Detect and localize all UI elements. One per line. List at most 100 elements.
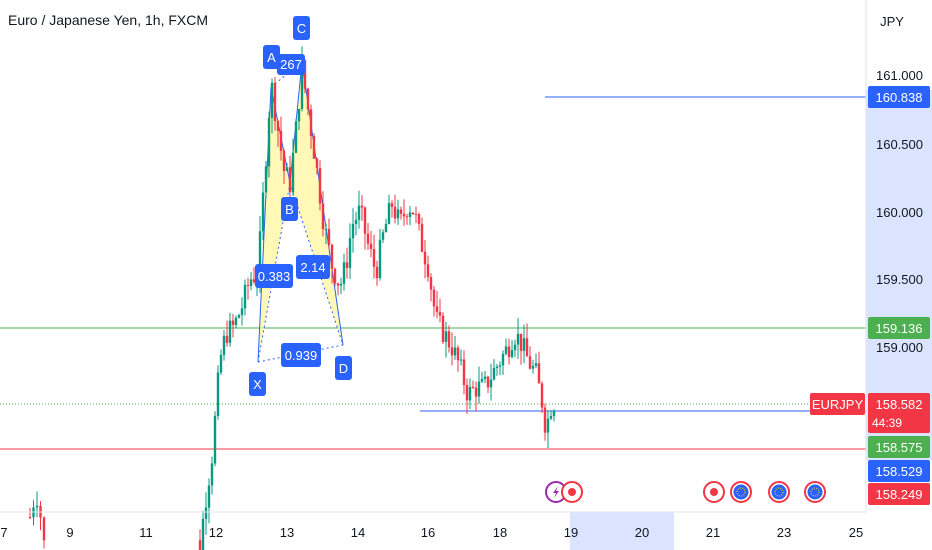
symbol-badge: EURJPY: [810, 393, 865, 415]
candle-body: [465, 385, 469, 401]
time-tick: 12: [209, 525, 223, 540]
candle-body: [510, 350, 514, 357]
candle-body: [285, 167, 289, 171]
candle-body: [552, 411, 556, 416]
candle-body: [549, 415, 553, 419]
candle-body: [522, 338, 526, 351]
candle-body: [267, 117, 271, 167]
candle-body: [504, 346, 508, 354]
price-tick: 160.000: [876, 205, 923, 220]
candle-body: [402, 213, 406, 217]
candle-body: [378, 239, 382, 279]
candle-body: [363, 207, 367, 234]
time-tick: 25: [849, 525, 863, 540]
candle-body: [495, 366, 499, 369]
time-axis[interactable]: 7 9 11 12 13 14 16 18 19 20 21 23 25: [0, 525, 863, 540]
ratio-ac-label: 267: [277, 54, 305, 75]
candle-body: [339, 283, 343, 286]
candle-body: [483, 376, 487, 379]
candle-body: [420, 223, 424, 252]
candle-body: [237, 315, 241, 318]
svg-text:X: X: [253, 377, 262, 392]
time-tick: 23: [777, 525, 791, 540]
candle-body: [249, 279, 253, 286]
candle-body: [387, 203, 391, 224]
upper-line-badge: 160.838: [868, 86, 930, 108]
candle-body: [312, 136, 316, 159]
candle-body: [336, 283, 340, 286]
green-price-badge: 158.575: [868, 436, 930, 458]
candle-body: [276, 121, 280, 131]
time-tick: 21: [706, 525, 720, 540]
svg-text:160.838: 160.838: [876, 90, 923, 105]
candle-body: [297, 109, 301, 122]
candle-body: [42, 517, 46, 541]
eu-flag-icon: [804, 481, 826, 503]
candle-body: [537, 363, 541, 384]
time-tick: 11: [139, 525, 153, 540]
candle-body: [519, 333, 523, 351]
candle-body: [28, 517, 32, 518]
candle-body: [405, 216, 409, 218]
candle-body: [543, 407, 547, 433]
red-dot-icon: [561, 481, 583, 503]
candlestick-series[interactable]: [28, 46, 556, 550]
time-tick: 9: [66, 525, 73, 540]
svg-text:158.582: 158.582: [876, 397, 923, 412]
svg-text:0.939: 0.939: [285, 348, 318, 363]
time-tick: 19: [564, 525, 578, 540]
date-range-highlight: [570, 512, 674, 550]
candle-body: [525, 338, 529, 357]
candle-body: [468, 386, 472, 401]
price-tick: 159.000: [876, 340, 923, 355]
blue-price-badge: 158.529: [868, 460, 930, 482]
candle-body: [432, 289, 436, 307]
ratio-bd-label: 2.14: [296, 255, 330, 279]
time-tick: 16: [421, 525, 435, 540]
point-a-label: A: [263, 45, 280, 69]
eu-flag-icon: [768, 481, 790, 503]
ratio-xd-label: 0.939: [281, 343, 321, 367]
svg-text:2.14: 2.14: [300, 260, 325, 275]
candle-body: [372, 249, 376, 267]
candle-body: [531, 365, 535, 369]
candle-body: [375, 266, 379, 279]
candle-body: [261, 192, 265, 232]
candle-body: [243, 284, 247, 309]
candle-body: [459, 359, 463, 361]
candle-body: [423, 251, 427, 265]
candle-body: [477, 381, 481, 397]
candle-body: [240, 308, 244, 316]
candle-body: [486, 376, 490, 388]
candle-body: [324, 228, 328, 230]
price-tick: 159.500: [876, 272, 923, 287]
svg-text:B: B: [285, 202, 294, 217]
candle-body: [291, 152, 295, 193]
event-markers[interactable]: [545, 481, 826, 503]
candle-body: [309, 109, 313, 137]
candle-body: [282, 150, 286, 171]
ratio-xb-label: 0.383: [255, 264, 293, 288]
candle-body: [396, 209, 400, 219]
candle-body: [201, 518, 205, 550]
candle-body: [501, 353, 505, 366]
currency-button[interactable]: JPY: [880, 14, 904, 29]
candle-body: [270, 82, 274, 118]
candle-body: [447, 331, 451, 348]
candle-body: [489, 379, 493, 388]
candle-body: [333, 268, 337, 284]
candle-body: [540, 383, 544, 408]
last-price-badge: 158.582 44:39: [868, 393, 930, 433]
candle-body: [438, 312, 442, 316]
candle-body: [354, 219, 358, 224]
point-x-label: X: [249, 372, 266, 396]
candle-body: [294, 121, 298, 153]
red-price-badge: 158.249: [868, 483, 930, 505]
candle-body: [315, 158, 319, 169]
lightning-icon: [545, 481, 567, 503]
harmonic-pattern[interactable]: [257, 61, 344, 363]
price-axis[interactable]: 161.000 160.500 160.000 159.500 159.000: [876, 68, 923, 355]
candle-body: [360, 205, 364, 208]
candle-body: [492, 368, 496, 380]
